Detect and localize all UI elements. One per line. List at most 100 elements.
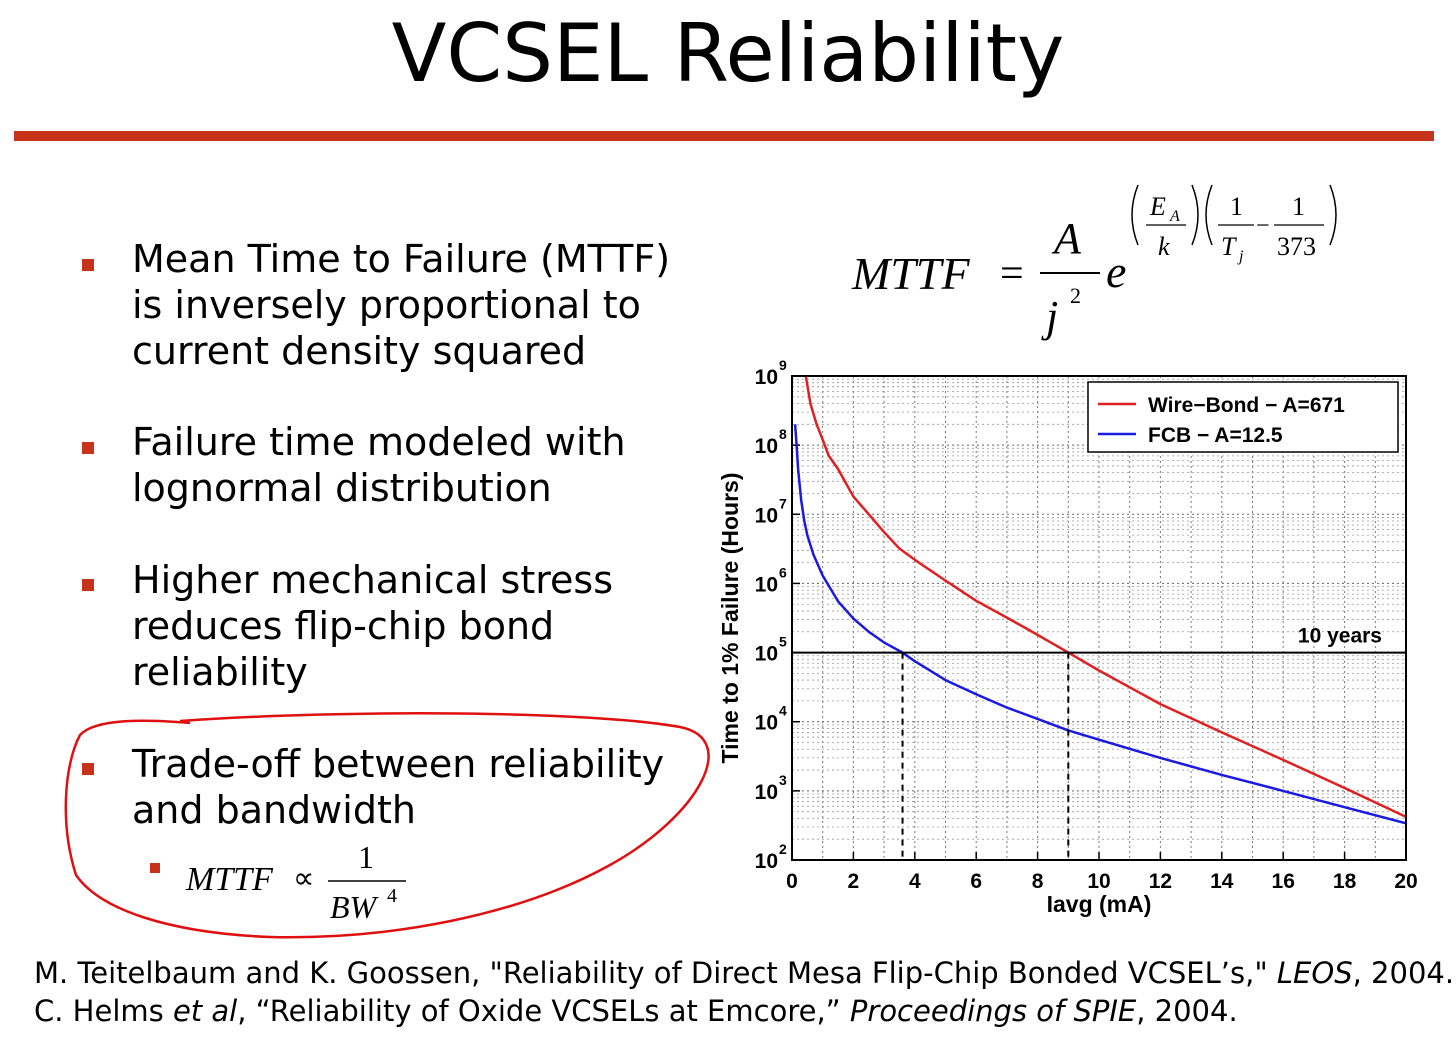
bullet-line: reliability (132, 650, 308, 694)
bullet-marker (82, 259, 94, 271)
chart-grid (792, 376, 1406, 860)
x-tick-label: 10 (1087, 870, 1110, 893)
x-tick-label: 2 (848, 870, 860, 893)
bullet-lognormal: Failure time modeled with lognormal dist… (132, 419, 626, 511)
x-tick-label: 4 (909, 870, 921, 893)
y-tick-label-base: 10 (755, 781, 778, 804)
reference-italic-part: Proceedings of SPIE (849, 994, 1137, 1028)
reference-text-part: , “Reliability of Oxide VCSELs at Emcore… (237, 994, 850, 1028)
reference-text-part: , 2004. (1136, 994, 1238, 1028)
bandwidth-formula: MTTF ∝ 1 BW 4 (185, 839, 406, 925)
y-tick-label-exponent: 8 (779, 426, 787, 442)
mttf-denominator-exponent: 2 (1070, 283, 1081, 308)
x-tick-label: 18 (1333, 870, 1357, 893)
formula-denominator: BW (330, 889, 380, 925)
bullet-mechanical-stress: Higher mechanical stress reduces flip-ch… (132, 557, 613, 695)
x-tick-label: 14 (1210, 870, 1234, 893)
formula-lhs: MTTF (185, 861, 274, 898)
mttf-lhs: MTTF (851, 248, 970, 299)
reference-teitelbaum: M. Teitelbaum and K. Goossen, "Reliabili… (34, 955, 1454, 991)
f1-numerator: 1 (1230, 192, 1243, 221)
y-tick-label-base: 10 (755, 850, 778, 873)
formula-minus: − (1256, 213, 1270, 239)
legend-box (1087, 381, 1399, 453)
mttf-formula: MTTF = A j 2 e E A k 1 T j − 1 373 (851, 184, 1337, 341)
close-paren (1329, 184, 1337, 246)
y-tick-label-base: 10 (755, 435, 778, 458)
bullet-marker (82, 579, 94, 591)
x-tick-label: 12 (1149, 870, 1172, 893)
bullet-line: reduces flip-chip bond (132, 604, 555, 648)
reliability-chart: 0 2 4 6 8 10 12 14 16 18 20 1021031041051061071081… (717, 357, 1418, 917)
bullet-line: Higher mechanical stress (132, 558, 613, 602)
bullet-line: Trade-off between reliability (132, 742, 665, 786)
bullet-line: and bandwidth (132, 788, 416, 832)
bullet-line: Mean Time to Failure (MTTF) (132, 237, 671, 281)
chart-legend: Wire−Bond − A=671 FCB − A=12.5 (1087, 381, 1399, 453)
ea-denominator: k (1158, 232, 1170, 261)
reference-italic-part: et al (172, 994, 238, 1028)
x-tick-label: 20 (1394, 870, 1417, 893)
bullet-line: Failure time modeled with (132, 420, 626, 464)
series-line-wire-bond (804, 375, 1407, 819)
x-tick-label: 0 (786, 870, 798, 893)
mttf-equals: = (1000, 251, 1024, 297)
open-paren (1205, 184, 1213, 246)
reference-text-part: M. Teitelbaum and K. Goossen, "Reliabili… (34, 956, 1277, 990)
y-tick-label-exponent: 6 (779, 564, 787, 580)
slide-title: VCSEL Reliability (391, 7, 1065, 100)
close-paren (1191, 184, 1199, 246)
plot-frame (791, 375, 1407, 861)
formula-numerator: 1 (358, 839, 374, 875)
reference-text-part: C. Helms (34, 994, 173, 1028)
y-tick-label-exponent: 2 (779, 841, 787, 857)
f1-subscript: j (1237, 248, 1244, 265)
bullet-line: is inversely proportional to (132, 283, 641, 327)
x-tick-label: 8 (1032, 870, 1044, 893)
title-divider (14, 131, 1434, 141)
y-tick-label-base: 10 (755, 643, 778, 666)
formula-exponent: 4 (387, 885, 397, 907)
legend-entry: FCB − A=12.5 (1148, 424, 1283, 447)
mttf-base: e (1106, 246, 1126, 297)
mttf-numerator: A (1051, 214, 1082, 263)
reference-helms: C. Helms et al, “Reliability of Oxide VC… (34, 993, 1238, 1029)
formula-relation: ∝ (293, 862, 314, 895)
y-tick-label-base: 10 (755, 573, 778, 596)
bullet-tradeoff: Trade-off between reliability and bandwi… (132, 741, 664, 833)
y-tick-label-base: 10 (755, 504, 778, 527)
ea-numerator: E (1149, 192, 1166, 221)
ten-year-reference: 10 years (792, 625, 1406, 860)
y-tick-label-base: 10 (755, 366, 778, 389)
bullet-line: current density squared (132, 329, 587, 373)
y-axis-label: Time to 1% Failure (Hours) (717, 473, 743, 764)
f2-denominator: 373 (1277, 232, 1316, 261)
ten-year-label: 10 years (1298, 625, 1382, 648)
reference-text-part: , 2004. (1352, 956, 1455, 990)
y-tick-label-base: 10 (755, 712, 778, 735)
x-axis-label: Iavg (mA) (1047, 891, 1152, 917)
sub-bullet-marker (150, 863, 160, 873)
y-tick-label-exponent: 9 (779, 357, 787, 373)
f1-denominator: T (1221, 232, 1237, 261)
y-tick-label-exponent: 3 (779, 772, 787, 788)
f2-numerator: 1 (1292, 192, 1305, 221)
y-tick-label-exponent: 5 (779, 634, 787, 650)
x-axis-ticks: 0 2 4 6 8 10 12 14 16 18 20 (786, 852, 1418, 893)
bullet-marker (82, 763, 94, 775)
x-tick-label: 6 (970, 870, 982, 893)
bullet-mttf: Mean Time to Failure (MTTF) is inversely… (132, 236, 670, 374)
bullet-marker (82, 442, 94, 454)
annotation-ellipse-stroke (64, 712, 710, 939)
mttf-denominator: j (1041, 292, 1058, 341)
ea-subscript: A (1169, 208, 1180, 225)
y-tick-label-exponent: 7 (779, 495, 787, 511)
x-tick-label: 16 (1272, 870, 1295, 893)
reference-italic-part: LEOS (1276, 956, 1353, 990)
annotation-circle (64, 712, 710, 939)
legend-entry: Wire−Bond − A=671 (1148, 394, 1345, 417)
open-paren (1131, 184, 1139, 246)
y-tick-label-exponent: 4 (779, 703, 787, 719)
bullet-line: lognormal distribution (132, 466, 552, 510)
